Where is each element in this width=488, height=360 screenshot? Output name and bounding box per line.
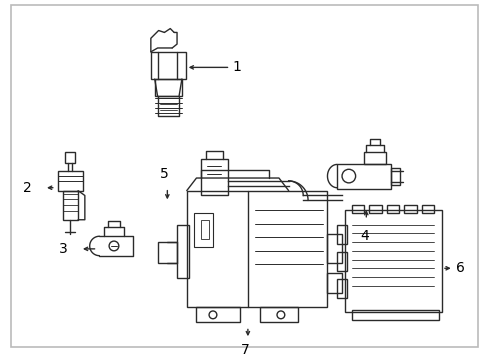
Text: 5: 5 [160,167,168,181]
Bar [65,152,75,163]
Bar [390,168,400,185]
Bar [364,152,385,165]
Text: 7: 7 [240,343,249,357]
Bar [259,307,298,321]
Bar [186,191,327,307]
Bar [327,234,341,264]
Bar [351,205,364,213]
Text: 1: 1 [232,60,241,75]
Bar [344,210,441,312]
Bar [403,205,416,213]
Text: 3: 3 [59,242,67,256]
Bar [58,171,83,191]
Text: 4: 4 [359,229,368,243]
Bar [421,205,433,213]
Bar [62,191,78,220]
Bar [368,205,381,213]
Bar [154,79,182,96]
Bar [351,310,438,320]
Bar [177,225,188,278]
Bar [337,279,346,298]
Bar [201,220,209,239]
Bar [386,205,399,213]
Bar [337,252,346,271]
Bar [196,307,240,321]
Bar [150,52,185,79]
Bar [193,213,212,247]
Bar [157,242,177,264]
Text: 6: 6 [455,261,464,275]
Bar [327,273,341,293]
Bar [201,159,228,195]
Bar [337,225,346,244]
Text: 2: 2 [22,181,31,195]
Bar [337,165,390,189]
